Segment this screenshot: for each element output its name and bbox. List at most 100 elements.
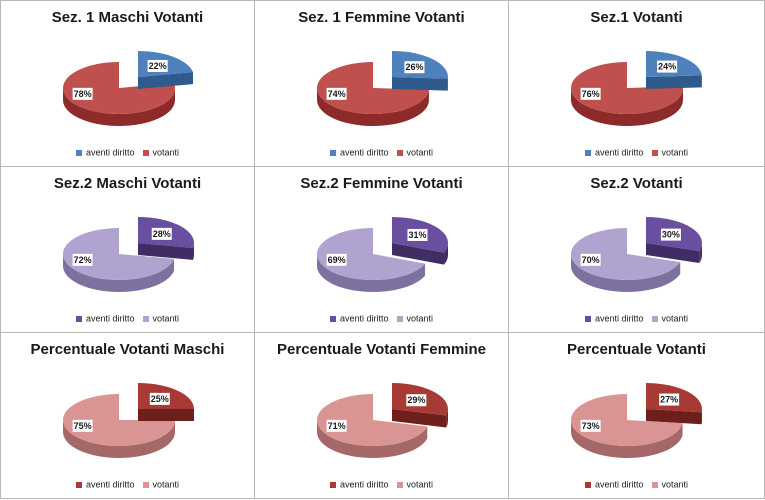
legend-item: aventi diritto	[75, 313, 135, 324]
chart-panel: Sez.2 Femmine Votanti 31% 69% aventi diritt…	[254, 166, 509, 333]
svg-text:78%: 78%	[74, 89, 92, 99]
legend-item: votanti	[142, 479, 180, 490]
legend-swatch	[584, 150, 591, 156]
data-label: 78%	[72, 87, 93, 100]
data-label: 25%	[149, 392, 170, 405]
legend-label: votanti	[152, 148, 180, 158]
chart-panel: Percentuale Votanti 27% 73% aventi diritto v…	[508, 332, 765, 499]
svg-text:72%: 72%	[74, 255, 92, 265]
pie-slice-votanti	[571, 394, 683, 459]
pie-slice-votanti	[63, 228, 175, 293]
svg-text:30%: 30%	[662, 230, 680, 240]
legend-label: votanti	[661, 148, 689, 158]
legend-swatch	[584, 316, 591, 322]
legend-swatch	[75, 482, 82, 488]
chart-title: Percentuale Votanti Femmine	[277, 341, 486, 358]
chart-panel: Sez.1 Votanti 24% 76% aventi diritto votanti	[508, 0, 765, 167]
chart-legend: aventi diritto votanti	[255, 147, 508, 158]
legend-label: votanti	[152, 314, 180, 324]
legend-swatch	[75, 316, 82, 322]
legend-swatch	[584, 482, 591, 488]
legend-label: aventi diritto	[594, 148, 644, 158]
chart-title: Sez.2 Femmine Votanti	[300, 175, 463, 192]
legend-swatch	[396, 482, 403, 488]
legend-item: votanti	[651, 313, 689, 324]
data-label: 73%	[580, 419, 601, 432]
data-label: 24%	[657, 60, 678, 73]
svg-text:71%: 71%	[328, 421, 346, 431]
data-label: 31%	[407, 228, 428, 241]
legend-swatch	[75, 150, 82, 156]
chart-title: Sez. 1 Femmine Votanti	[298, 9, 465, 26]
pie-chart: 31% 69%	[317, 217, 448, 292]
pie-slice-votanti	[63, 62, 176, 126]
chart-legend: aventi diritto votanti	[255, 479, 508, 490]
chart-legend: aventi diritto votanti	[1, 313, 254, 324]
legend-swatch	[142, 316, 149, 322]
legend-label: votanti	[661, 314, 689, 324]
pie-chart: 22% 78%	[63, 51, 194, 126]
legend-item: votanti	[142, 147, 180, 158]
data-label: 26%	[404, 61, 425, 74]
chart-title: Sez. 1 Maschi Votanti	[51, 9, 204, 26]
chart-panel: Sez.2 Votanti 30% 70% aventi diritto votanti	[508, 166, 765, 333]
pie-chart: 28% 72%	[63, 217, 195, 293]
legend-swatch	[651, 150, 658, 156]
legend-label: votanti	[406, 148, 434, 158]
legend-swatch	[329, 316, 336, 322]
legend-label: aventi diritto	[339, 480, 389, 490]
svg-text:69%: 69%	[328, 255, 346, 265]
data-label: 74%	[326, 87, 347, 100]
svg-text:22%: 22%	[149, 61, 167, 71]
pie-chart: 29% 71%	[317, 383, 448, 459]
legend-label: aventi diritto	[85, 148, 135, 158]
pie-slice-votanti	[571, 62, 683, 126]
legend-label: aventi diritto	[339, 148, 389, 158]
svg-text:73%: 73%	[582, 421, 600, 431]
pie-chart: 25% 75%	[63, 383, 194, 458]
data-label: 22%	[147, 59, 168, 72]
data-label: 69%	[326, 253, 347, 266]
legend-swatch	[329, 150, 336, 156]
pie-slice-votanti	[571, 228, 681, 292]
legend-swatch	[329, 482, 336, 488]
legend-label: aventi diritto	[85, 480, 135, 490]
chart-panel: Sez. 1 Femmine Votanti 26% 74% aventi dirit…	[254, 0, 509, 167]
legend-item: aventi diritto	[75, 479, 135, 490]
data-label: 71%	[326, 419, 347, 432]
chart-title: Percentuale Votanti	[567, 341, 706, 358]
legend-swatch	[396, 316, 403, 322]
data-label: 72%	[72, 253, 93, 266]
chart-title: Sez.2 Maschi Votanti	[53, 175, 202, 192]
data-label: 70%	[580, 253, 601, 266]
svg-text:24%: 24%	[658, 62, 676, 72]
chart-legend: aventi diritto votanti	[255, 313, 508, 324]
data-label: 75%	[72, 419, 93, 432]
chart-panel: Percentuale Votanti Femmine 29% 71% aventi …	[254, 332, 509, 499]
chart-panel: Percentuale Votanti Maschi 25% 75% aventi d…	[0, 332, 255, 499]
legend-label: aventi diritto	[85, 314, 135, 324]
pie-slice-votanti	[317, 228, 426, 292]
legend-swatch	[651, 482, 658, 488]
legend-label: votanti	[406, 480, 434, 490]
legend-item: aventi diritto	[75, 147, 135, 158]
pie-slice-votanti	[317, 394, 428, 459]
pie-slice-votanti	[63, 394, 175, 458]
chart-panel: Sez. 1 Maschi Votanti 22% 78% aventi diritt…	[0, 0, 255, 167]
legend-item: aventi diritto	[584, 147, 644, 158]
legend-item: aventi diritto	[329, 479, 389, 490]
legend-item: votanti	[651, 479, 688, 490]
data-label: 30%	[660, 228, 681, 241]
data-label: 29%	[406, 394, 427, 407]
data-label: 76%	[580, 87, 601, 100]
svg-text:74%: 74%	[328, 89, 346, 99]
svg-text:29%: 29%	[407, 395, 425, 405]
legend-item: votanti	[142, 313, 180, 324]
legend-label: votanti	[152, 480, 180, 490]
chart-panel: Sez.2 Maschi Votanti 28% 72% aventi diritto…	[0, 166, 255, 333]
legend-label: aventi diritto	[339, 314, 389, 324]
svg-text:31%: 31%	[408, 230, 426, 240]
pie-slice-votanti	[317, 62, 429, 127]
data-label: 27%	[659, 393, 680, 406]
